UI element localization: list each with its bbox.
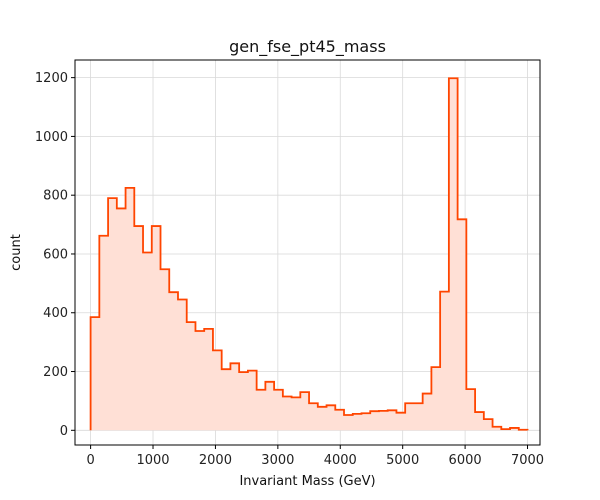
y-tick-label: 400 bbox=[43, 306, 68, 321]
chart-title: gen_fse_pt45_mass bbox=[229, 37, 386, 57]
plot-frame bbox=[74, 59, 541, 446]
y-tick-label: 800 bbox=[43, 189, 68, 204]
x-tick-label: 1000 bbox=[136, 453, 169, 468]
x-tick-label: 6000 bbox=[449, 453, 482, 468]
x-tick-label: 4000 bbox=[324, 453, 357, 468]
x-tick-label: 3000 bbox=[261, 453, 294, 468]
x-tick-label: 5000 bbox=[386, 453, 419, 468]
x-tick-label: 7000 bbox=[511, 453, 544, 468]
x-axis-label: Invariant Mass (GeV) bbox=[239, 474, 375, 489]
y-tick-label: 0 bbox=[60, 424, 68, 439]
y-tick-label: 600 bbox=[43, 247, 68, 262]
x-tick-label: 2000 bbox=[199, 453, 232, 468]
histogram-step-line bbox=[89, 77, 529, 431]
y-axis-label: count bbox=[9, 234, 24, 271]
data-series bbox=[89, 77, 529, 431]
histogram-fill bbox=[90, 78, 528, 431]
x-tick-label: 0 bbox=[86, 453, 94, 468]
y-tick-label: 1200 bbox=[35, 71, 68, 86]
y-tick-label: 1000 bbox=[35, 130, 68, 145]
y-tick-label: 200 bbox=[43, 365, 68, 380]
axis-ticks: 0 1000 2000 3000 4000 5000 6000 7000 0 200 400 600 8… bbox=[35, 71, 544, 468]
